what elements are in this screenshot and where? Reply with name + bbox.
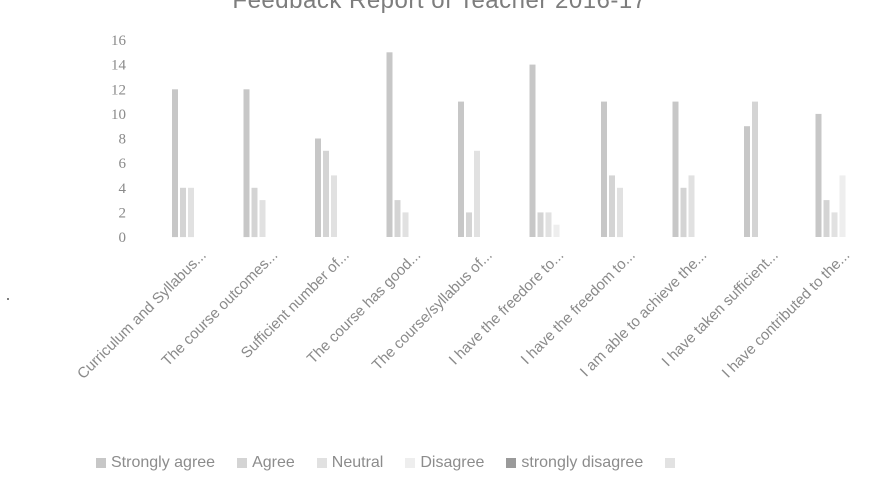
- x-tick-label: Curriculum and Syllabus...: [74, 247, 210, 383]
- legend-item: [665, 458, 680, 468]
- x-tick-label: I have taken sufficient...: [659, 247, 782, 370]
- x-tick-label: I have the freedore to...: [446, 247, 568, 369]
- bar: [537, 212, 544, 237]
- bar: [839, 175, 846, 237]
- y-tick-label: 16: [111, 33, 127, 49]
- bar: [609, 175, 615, 237]
- bar: [744, 126, 750, 237]
- bar: [394, 200, 401, 237]
- bar: [172, 89, 178, 238]
- legend-item: Neutral: [316, 454, 384, 472]
- legend-item: strongly disagree: [506, 454, 643, 472]
- bar: [188, 187, 194, 238]
- bar: [402, 212, 409, 237]
- y-axis: 0 2 4 6 8 10 12 14 16: [111, 33, 127, 246]
- y-tick-label: 0: [119, 230, 127, 246]
- x-axis: Curriculum and Syllabus...The course out…: [74, 247, 853, 383]
- bar: [815, 113, 822, 237]
- legend-label: Disagree: [420, 454, 485, 471]
- bar: [545, 212, 552, 237]
- legend-swatch: [237, 458, 248, 468]
- x-tick-label: I am able to achieve the...: [577, 247, 710, 380]
- legend-label: Strongly agree: [111, 454, 216, 471]
- legend-swatch: [665, 458, 676, 468]
- y-tick-label: 4: [119, 181, 127, 197]
- y-tick-label: 8: [119, 132, 127, 148]
- bar: [823, 200, 830, 237]
- bar: [458, 101, 464, 237]
- chart-title: Feedback Report of Teacher 2016-17: [232, 0, 647, 14]
- legend-item: Agree: [237, 454, 295, 472]
- legend-item: Disagree: [405, 454, 484, 472]
- bar: [323, 150, 329, 237]
- legend-swatch: [506, 458, 517, 468]
- bar: [251, 187, 258, 238]
- y-tick-label: 10: [111, 107, 126, 123]
- legend-label: strongly disagree: [521, 454, 644, 471]
- legend-label: Agree: [252, 454, 295, 471]
- bar: [259, 200, 266, 237]
- x-tick-label: I have contributed to the...: [719, 247, 854, 382]
- bar: [672, 101, 679, 237]
- legend-label: Neutral: [331, 454, 384, 471]
- y-tick-label: 6: [119, 156, 127, 172]
- y-tick-label: 14: [111, 58, 127, 74]
- bar: [315, 138, 321, 237]
- legend-swatch: [405, 458, 416, 468]
- y-tick-label: 12: [111, 82, 126, 98]
- legend-swatch: [96, 458, 106, 468]
- stray-dot: [7, 298, 9, 300]
- legend-item: Strongly agree: [96, 454, 215, 472]
- bar: [601, 101, 607, 237]
- bar: [529, 64, 536, 237]
- y-tick-label: 2: [119, 205, 127, 221]
- bar: [180, 187, 186, 238]
- bar: [617, 187, 623, 238]
- x-tick-label: The course outcomes...: [158, 247, 281, 370]
- x-tick-label: The course/syllabus of...: [369, 247, 496, 374]
- legend: Strongly agree Agree Neutral Disagree strong…: [96, 454, 702, 472]
- bar: [752, 101, 758, 237]
- bar: [386, 52, 393, 237]
- bar: [243, 89, 250, 238]
- bar: [553, 224, 560, 237]
- bars: [172, 52, 846, 238]
- legend-swatch: [316, 458, 327, 468]
- bar: [831, 212, 838, 237]
- bar: [474, 150, 480, 237]
- bar: [680, 187, 687, 238]
- bar: [331, 175, 337, 237]
- bar: [466, 212, 472, 237]
- bar: [688, 175, 695, 237]
